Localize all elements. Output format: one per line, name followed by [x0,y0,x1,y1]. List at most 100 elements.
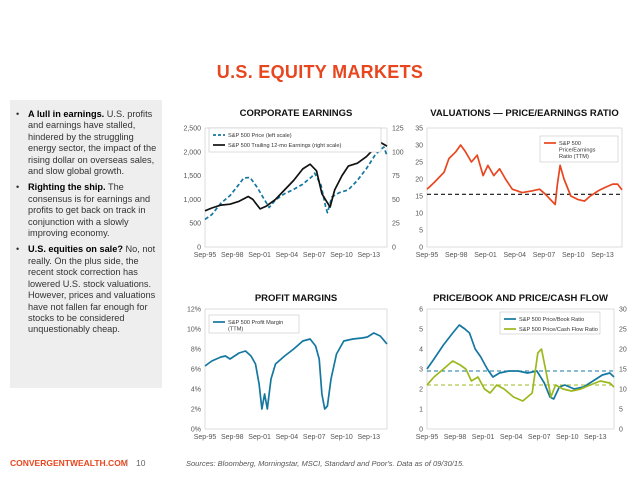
legend-box [499,311,601,335]
x-tick-label: Sep-07 [303,252,326,259]
x-tick-label: Sep-98 [221,434,244,441]
bullet-dot-icon: • [16,244,20,255]
y2-tick-label: 75 [392,173,400,180]
chart-title: PROFIT MARGINS [255,293,337,304]
legend-label-line: (TTM) [228,327,243,333]
y-tick-label: 0 [197,245,201,252]
y-tick-label: 4 [419,347,423,354]
corporate-earnings-chart: CORPORATE EARNINGS05001,0001,5002,0002,5… [183,108,404,259]
bullet-item: • A lull in earnings. U.S. profits and ea… [14,109,158,177]
bullet-text: The consensus is for earnings and profit… [28,182,151,239]
y-tick-label: 2,000 [183,149,201,156]
bullet-item: • Righting the ship. The consensus is for… [14,182,158,239]
chart-title: VALUATIONS — PRICE/EARNINGS RATIO [430,108,618,119]
y2-tick-label: 0 [392,245,396,252]
y2-tick-label: 125 [392,126,404,133]
x-tick-label: Sep-04 [276,252,299,259]
legend-label: S&P 500 Price/Cash Flow Ratio [519,327,598,333]
y-tick-label: 20 [415,177,423,184]
legend-box [539,135,619,163]
x-tick-label: Sep-98 [221,252,244,259]
y-tick-label: 6 [419,307,423,314]
x-tick-label: Sep-01 [472,434,495,441]
bullet-dot-icon: • [16,182,20,193]
bullet-heading: Righting the ship. [28,182,106,193]
price-earnings-chart: VALUATIONS — PRICE/EARNINGS RATIO 0 5 10 15 2… [415,108,623,259]
legend-label: S&P 500 Trailing 12-mo Earnings (right s… [228,143,342,149]
x-tick-label: Sep-95 [194,434,217,441]
y-tick-label: 2,500 [183,126,201,133]
y-tick-label: 8% [191,347,201,354]
x-tick-label: Sep-07 [528,434,551,441]
y-tick-label: 0% [191,427,201,434]
x-tick-label: Sep-13 [591,252,614,259]
footer-brand[interactable]: CONVERGENTWEALTH.COM [10,458,128,468]
y2-tick-label: 25 [619,327,627,334]
page-number: 10 [136,458,146,468]
y2-tick-label: 100 [392,149,404,156]
bullet-text: U.S. profits and earnings have stalled, … [28,109,157,177]
y-tick-label: 2% [191,407,201,414]
x-tick-label: Sep-98 [445,252,468,259]
x-tick-label: Sep-13 [358,252,381,259]
y2-tick-label: 5 [619,407,623,414]
series-line-1 [204,141,388,212]
legend-label: S&P 500 Profit Margin (TTM) [228,320,283,333]
y2-tick-label: 30 [619,307,627,314]
legend-label: S&P 500 Price/Book Ratio [519,317,584,323]
bullet-item: • U.S. equities on sale? No, not really. … [14,244,158,335]
y-tick-label: 30 [415,143,423,150]
y-tick-label: 5 [419,228,423,235]
x-tick-label: Sep-04 [500,434,523,441]
bullet-text: No, not really. On the plus side, the re… [28,244,156,335]
x-tick-label: Sep-04 [503,252,526,259]
legend-label-line: Price/Earnings [559,148,596,154]
y-tick-label: 3 [419,367,423,374]
commentary-sidebar: • A lull in earnings. U.S. profits and ea… [10,100,162,388]
plot-frame [426,127,623,248]
y-tick-label: 0 [419,427,423,434]
x-tick-label: Sep-04 [276,434,299,441]
legend-label: S&P 500 Price/Earnings Ratio (TTM) [559,141,596,160]
x-tick-label: Sep-07 [533,252,556,259]
legend-box [208,127,382,153]
series-line-0 [204,332,388,410]
y-tick-label: 10 [415,211,423,218]
x-tick-label: Sep-95 [416,434,439,441]
legend-label-line: S&P 500 [559,141,581,147]
legend-label-line: Ratio (TTM) [559,154,589,160]
x-tick-label: Sep-98 [444,434,467,441]
y-tick-label: 4% [191,387,201,394]
plot-frame [204,308,388,430]
x-tick-label: Sep-95 [194,252,217,259]
profit-margins-chart: PROFIT MARGINS 0% 2% 4% 6% 8% 10% 12% Sep-95 Sep-… [187,293,388,441]
y2-tick-label: 10 [619,387,627,394]
source-note: Sources: Bloomberg, Morningstar, MSCI, S… [186,459,465,468]
y-tick-label: 1,500 [183,173,201,180]
x-tick-label: Sep-10 [562,252,585,259]
y2-tick-label: 15 [619,367,627,374]
x-tick-label: Sep-10 [330,252,353,259]
price-book-cashflow-chart: PRICE/BOOK AND PRICE/CASH FLOW 0 1 2 3 4 5 6 0 5 1… [416,293,627,441]
legend-label-line: S&P 500 Profit Margin [228,320,283,326]
y-tick-label: 10% [187,327,201,334]
chart-title: CORPORATE EARNINGS [240,108,353,119]
y-tick-label: 1 [419,407,423,414]
x-tick-label: Sep-13 [584,434,607,441]
y-tick-label: 25 [415,160,423,167]
x-tick-label: Sep-10 [330,434,353,441]
bullet-list: • A lull in earnings. U.S. profits and ea… [10,100,162,336]
y-tick-label: 2 [419,387,423,394]
bullet-dot-icon: • [16,109,20,119]
x-tick-label: Sep-95 [416,252,439,259]
footer-separator: | [126,457,129,467]
y-tick-label: 12% [187,307,201,314]
x-tick-label: Sep-01 [248,252,271,259]
y-tick-label: 0 [419,245,423,252]
y2-tick-label: 20 [619,347,627,354]
y2-tick-label: 50 [392,197,400,204]
y2-tick-label: 0 [619,427,623,434]
y2-tick-label: 25 [392,221,400,228]
x-tick-label: Sep-13 [358,434,381,441]
x-tick-label: Sep-01 [248,434,271,441]
